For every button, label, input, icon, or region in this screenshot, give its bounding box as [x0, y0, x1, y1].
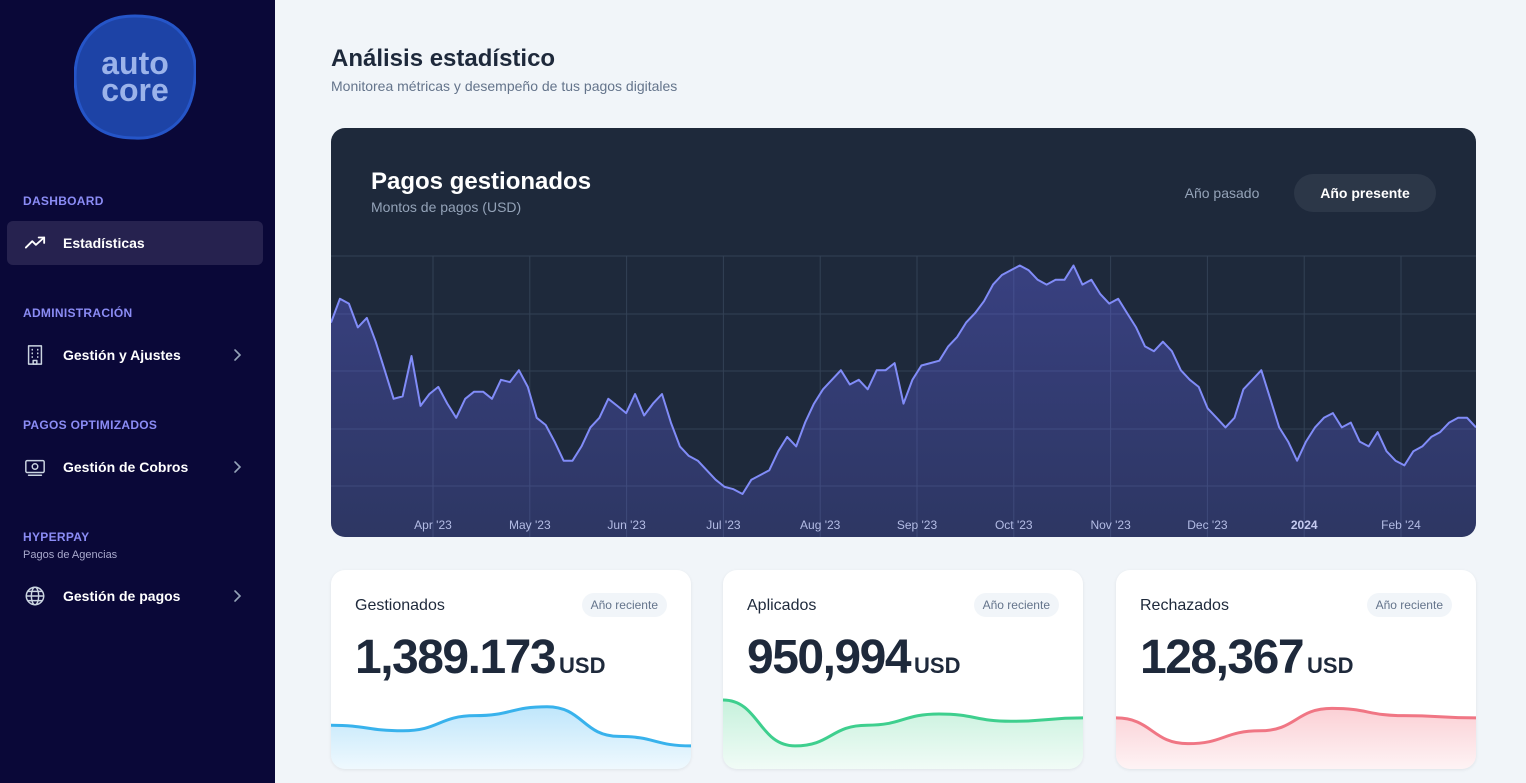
sidebar-item-label: Gestión de pagos [63, 588, 181, 604]
trending-up-icon [23, 231, 47, 255]
sidebar-item-label: Gestión y Ajustes [63, 347, 181, 363]
stat-label: Gestionados [355, 597, 445, 614]
stat-number: 128,367 [1140, 631, 1305, 684]
series-line [331, 264, 1476, 495]
sidebar-item-gestion-pagos[interactable]: Gestión de pagos [7, 574, 263, 618]
building-icon [23, 343, 47, 367]
sparkline-line [723, 698, 1083, 748]
stat-label: Aplicados [747, 597, 817, 614]
payments-area-chart: Apr '23May '23Jun '23Jul '23Aug '23Sep '… [331, 255, 1476, 537]
section-hyperpay: HYPERPAY [23, 530, 90, 544]
sidebar-item-label: Gestión de Cobros [63, 459, 189, 475]
stat-period-badge: Año reciente [973, 593, 1059, 617]
page-title: Análisis estadístico [331, 45, 556, 72]
page-subtitle: Monitorea métricas y desempeño de tus pa… [331, 78, 678, 94]
stat-unit: USD [1307, 653, 1354, 678]
sparkline-area [331, 706, 691, 769]
toggle-this-year-button[interactable]: Año presente [1294, 174, 1436, 212]
stat-sparkline [331, 705, 691, 769]
toggle-last-year-button[interactable]: Año pasado [1184, 185, 1260, 201]
section-dashboard: DASHBOARD [23, 194, 104, 208]
stat-sparkline [723, 698, 1083, 769]
banknote-icon [23, 455, 47, 479]
stat-period-badge: Año reciente [1366, 593, 1452, 617]
stat-card-gestionados: Gestionados Año reciente 1,389.173 USD [331, 570, 691, 769]
stat-card-aplicados: Aplicados Año reciente 950,994 USD [723, 570, 1083, 769]
autocore-logo[interactable]: auto core [74, 14, 196, 140]
stat-card-rechazados: Rechazados Año reciente 128,367 USD [1116, 570, 1476, 769]
chevron-right-icon [234, 461, 242, 473]
logo-line1: auto [101, 45, 169, 81]
globe-icon [23, 584, 47, 608]
sidebar-item-label: Estadísticas [63, 235, 145, 251]
stat-number: 950,994 [747, 631, 912, 684]
chevron-right-icon [234, 590, 242, 602]
stat-period-badge: Año reciente [581, 593, 667, 617]
stat-sparkline [1116, 706, 1476, 769]
logo-line2: core [101, 72, 169, 108]
chart-title: Pagos gestionados [371, 168, 592, 195]
chevron-right-icon [234, 349, 242, 361]
section-hyperpay-sublabel: Pagos de Agencias [23, 549, 118, 561]
sidebar-item-gestion-cobros[interactable]: Gestión de Cobros [7, 445, 263, 489]
sidebar-item-gestion-ajustes[interactable]: Gestión y Ajustes [7, 333, 263, 377]
stat-value: 128,367 USD [1140, 630, 1353, 685]
payments-chart-card: Apr '23May '23Jun '23Jul '23Aug '23Sep '… [331, 128, 1476, 537]
section-administracion: ADMINISTRACIÓN [23, 306, 133, 320]
stat-unit: USD [914, 653, 961, 678]
sparkline-area [1116, 708, 1476, 769]
sparkline-line [1116, 706, 1476, 746]
sidebar-item-estadisticas[interactable]: Estadísticas [7, 221, 263, 265]
stat-number: 1,389.173 [355, 631, 557, 684]
stat-value: 1,389.173 USD [355, 630, 606, 685]
series-area [331, 265, 1476, 537]
stat-value: 950,994 USD [747, 630, 960, 685]
sparkline-line [331, 705, 691, 748]
sidebar: auto core DASHBOARD Estadísticas ADMINIS… [0, 0, 275, 783]
stat-label: Rechazados [1140, 597, 1229, 614]
section-pagos-optimizados: PAGOS OPTIMIZADOS [23, 418, 158, 432]
chart-subtitle: Montos de pagos (USD) [371, 199, 522, 215]
stat-unit: USD [559, 653, 606, 678]
sparkline-area [723, 700, 1083, 769]
